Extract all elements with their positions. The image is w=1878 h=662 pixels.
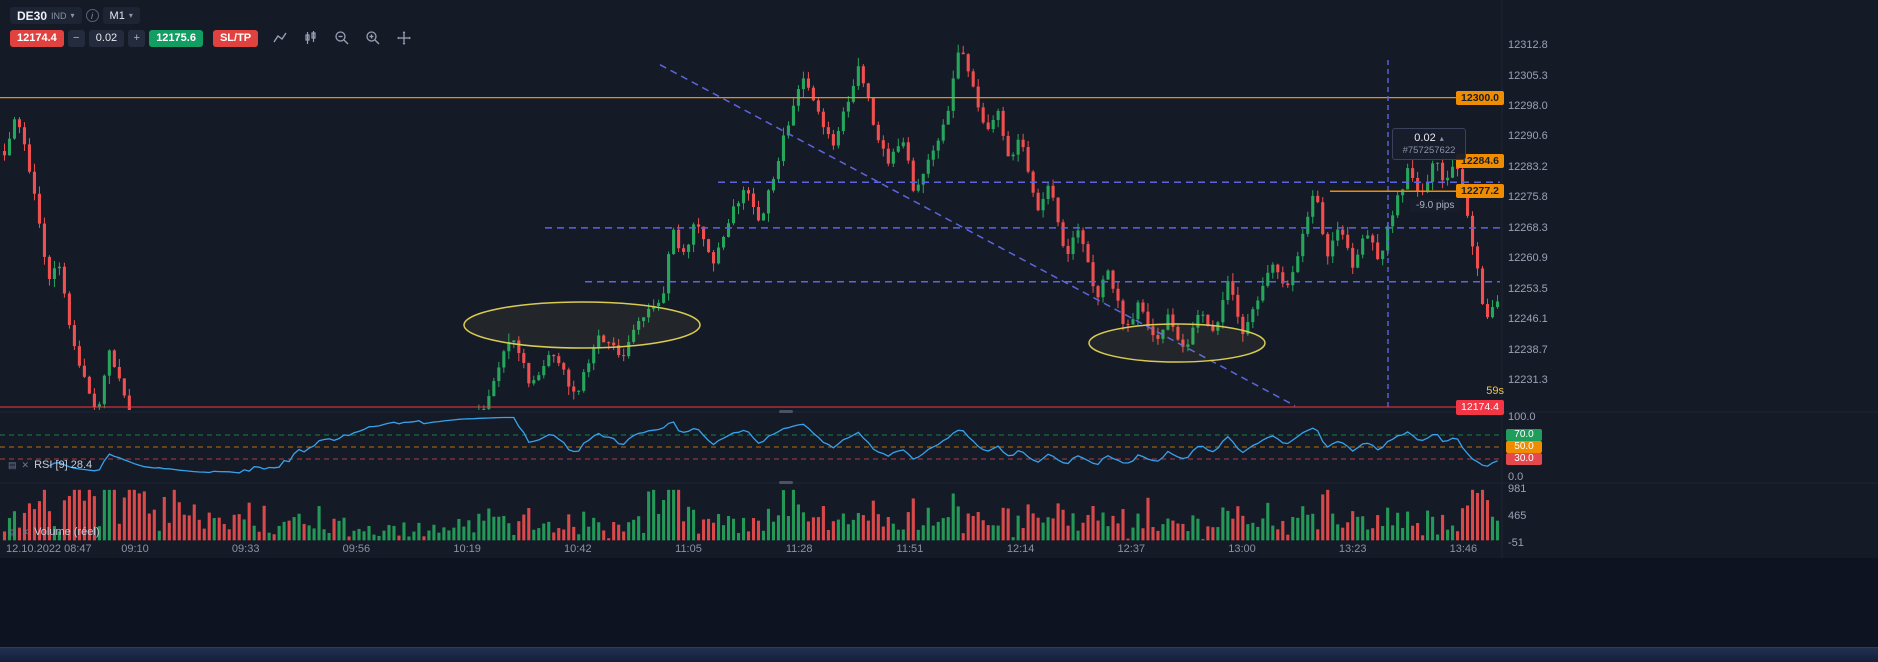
close-icon[interactable]: ✕ <box>21 459 30 470</box>
info-icon[interactable]: i <box>85 9 99 22</box>
position-id: #757257622 <box>1402 145 1456 156</box>
time-tick: 12:14 <box>1006 543 1035 555</box>
rsi-layer <box>0 416 1500 474</box>
time-tick: 11:05 <box>675 543 702 555</box>
axis-tick: 12283.2 <box>1508 160 1548 173</box>
zoom-out-icon[interactable] <box>333 29 351 47</box>
time-tick: 13:00 <box>1228 543 1256 555</box>
position-tooltip[interactable]: 0.02 ▴ #757257622 <box>1392 128 1466 160</box>
chevron-up-icon: ▴ <box>1439 134 1444 143</box>
time-tick: 13:46 <box>1449 543 1478 555</box>
timeframe-selector[interactable]: M1 ▾ <box>102 7 140 24</box>
position-pips-chip[interactable]: -9.0 pips <box>1410 199 1461 212</box>
quantity-increase-button[interactable]: + <box>128 29 146 47</box>
tp-price-tag[interactable]: 12284.6 <box>1456 153 1504 168</box>
close-icon[interactable]: ✕ <box>21 526 30 537</box>
rsi-level-tag: 30.0 <box>1506 453 1542 465</box>
axis-tick: 12268.3 <box>1508 221 1548 234</box>
volume-layer <box>2 489 1500 541</box>
window-footer <box>0 558 1878 662</box>
rsi-level-tag: 70.0 <box>1506 429 1542 441</box>
indicators-icon[interactable] <box>302 29 320 47</box>
rsi-level-tag: 50.0 <box>1506 441 1542 453</box>
candlestick-chart[interactable] <box>0 0 1878 560</box>
settings-icon[interactable]: ▤ <box>8 526 17 537</box>
axis-tick: 12298.0 <box>1508 99 1548 112</box>
sltp-button[interactable]: SL/TP <box>212 29 259 47</box>
axis-tick: 12238.7 <box>1508 343 1548 356</box>
time-tick: 10:19 <box>453 543 481 555</box>
time-tick: 10:42 <box>564 543 592 555</box>
level-price-tag[interactable]: 12300.0 <box>1456 90 1504 105</box>
time-tick: 12:37 <box>1117 543 1146 555</box>
market-type-label: IND <box>51 10 67 21</box>
symbol-selector[interactable]: DE30 IND ▾ <box>10 7 82 24</box>
entry-price-tag[interactable]: 12277.2 <box>1456 184 1504 199</box>
axis-tick: 12305.3 <box>1508 69 1548 82</box>
axis-tick: 12231.3 <box>1508 373 1548 386</box>
quantity-field[interactable]: 0.02 <box>88 29 125 47</box>
drawings-layer[interactable] <box>0 60 1500 410</box>
axis-tick: 100.0 <box>1508 411 1536 423</box>
bottom-bar <box>0 647 1878 662</box>
zoom-in-icon[interactable] <box>364 29 382 47</box>
axis-tick: 12253.5 <box>1508 282 1548 295</box>
axis-tick: 12290.6 <box>1508 130 1548 143</box>
axis-tick: 465 <box>1508 510 1527 522</box>
axis-tick: 12260.9 <box>1508 252 1548 265</box>
symbol-name: DE30 <box>17 8 48 23</box>
axis-tick: 981 <box>1508 483 1527 495</box>
symbol-row: DE30 IND ▾ i M1 ▾ <box>10 7 413 24</box>
volume-indicator-label[interactable]: ▤ ✕ Volume (réel) <box>8 526 99 538</box>
time-tick: 09:10 <box>121 543 149 555</box>
bar-countdown: 59s <box>1486 385 1504 397</box>
chevron-down-icon: ▾ <box>70 11 75 20</box>
settings-icon[interactable]: ▤ <box>8 459 17 470</box>
buy-button[interactable]: 12175.6 <box>149 29 203 47</box>
axis-tick: 12275.8 <box>1508 191 1548 204</box>
quantity-decrease-button[interactable]: − <box>67 29 85 47</box>
time-tick: 11:51 <box>896 543 924 555</box>
time-tick: 13:23 <box>1338 543 1367 555</box>
time-tick: 09:33 <box>231 543 260 555</box>
volume-label-text: Volume (réel) <box>34 526 100 538</box>
axis-tick: 0.0 <box>1508 471 1524 483</box>
trade-row: 12174.4 − 0.02 + 12175.6 SL/TP <box>10 29 413 47</box>
axis-tick: 12312.8 <box>1508 38 1548 51</box>
candles-layer <box>2 44 1500 410</box>
rsi-indicator-label[interactable]: ▤ ✕ RSI [9] 28.4 <box>8 459 92 471</box>
rsi-label-text: RSI [9] 28.4 <box>34 459 93 471</box>
time-tick: 12.10.2022 08:47 <box>6 543 92 555</box>
price-axis[interactable]: 12312.8 12305.3 12298.0 12290.6 12283.2 12275… <box>1502 0 1878 558</box>
time-tick: 09:56 <box>342 543 371 555</box>
sell-button[interactable]: 12174.4 <box>10 29 64 47</box>
current-price-tag: 12174.4 <box>1456 400 1504 415</box>
axis-tick: -51 <box>1508 537 1524 549</box>
trendline-tool-icon[interactable] <box>271 29 289 47</box>
time-axis[interactable]: 12.10.2022 08:47 09:10 09:33 09:56 10:19 10:4… <box>0 538 1502 558</box>
position-qty: 0.02 <box>1414 132 1436 144</box>
chevron-down-icon: ▾ <box>128 11 133 20</box>
chart-pane[interactable]: 12312.8 12305.3 12298.0 12290.6 12283.2 12275… <box>0 0 1878 558</box>
time-tick: 11:28 <box>785 543 813 555</box>
axis-tick: 12246.1 <box>1508 313 1548 326</box>
pan-crosshair-icon[interactable] <box>395 29 413 47</box>
timeframe-label: M1 <box>109 9 125 22</box>
chart-toolbar: DE30 IND ▾ i M1 ▾ 12174.4 − 0.02 + 12175… <box>10 7 413 47</box>
